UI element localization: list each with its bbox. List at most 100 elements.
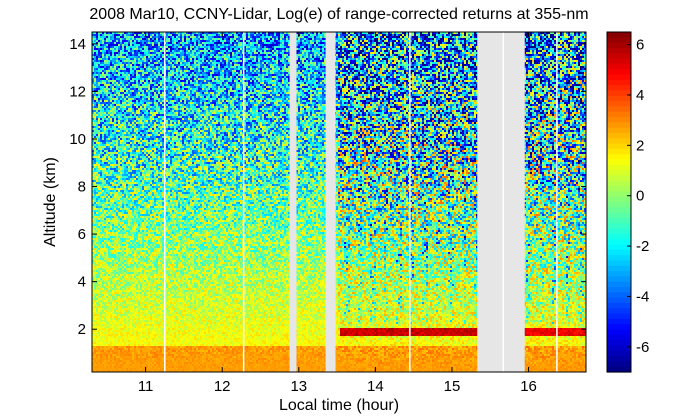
colorbar-segment — [607, 207, 631, 214]
colorbar-segment — [607, 260, 631, 267]
colorbar: 6 4 2 0 -2 -4 -6 — [606, 31, 649, 373]
colorbar-segment — [607, 308, 631, 315]
colorbar-segment — [607, 143, 631, 150]
colorbar-segment — [607, 212, 631, 219]
colorbar-tick-label: -4 — [636, 288, 649, 305]
y-tick-label: 4 — [78, 274, 86, 291]
colorbar-segment — [607, 122, 631, 129]
colorbar-segment — [607, 106, 631, 113]
x-axis-ticks: 11 12 13 14 15 16 — [138, 32, 537, 395]
colorbar-segment — [607, 239, 631, 246]
colorbar-segment — [607, 170, 631, 177]
x-tick-label: 16 — [520, 378, 537, 395]
colorbar-segment — [607, 223, 631, 230]
plot-area: 11 12 13 14 15 16 2 4 6 8 10 12 14 — [69, 31, 587, 395]
colorbar-segment — [607, 297, 631, 304]
colorbar-segment — [607, 175, 631, 182]
colorbar-segment — [607, 79, 631, 86]
colorbar-segment — [607, 58, 631, 65]
y-tick-label: 8 — [78, 179, 86, 196]
x-tick-label: 11 — [138, 378, 154, 395]
colorbar-segment — [607, 37, 631, 44]
data-gap — [325, 32, 336, 372]
x-tick-label: 15 — [444, 378, 461, 395]
colorbar-segment — [607, 154, 631, 161]
colorbar-segment — [607, 366, 631, 373]
x-axis-label: Local time (hour) — [279, 397, 399, 414]
colorbar-segment — [607, 249, 631, 256]
colorbar-segment — [607, 202, 631, 208]
y-tick-label: 2 — [78, 321, 86, 338]
colorbar-tick-label: 4 — [636, 87, 644, 104]
colorbar-segment — [607, 74, 631, 81]
y-tick-label: 14 — [69, 36, 86, 53]
colorbar-segment — [607, 302, 631, 309]
colorbar-tick-label: -2 — [636, 238, 649, 255]
plot-frame — [91, 31, 587, 373]
colorbar-segment — [607, 244, 631, 251]
colorbar-segment — [607, 334, 631, 341]
colorbar-segment — [607, 186, 631, 192]
colorbar-segment — [607, 159, 631, 166]
colorbar-segment — [607, 95, 631, 102]
colorbar-segment — [607, 345, 631, 352]
colorbar-segment — [607, 324, 631, 331]
colorbar-segment — [607, 127, 631, 134]
colorbar-segment — [607, 329, 631, 336]
colorbar-segment — [607, 111, 631, 118]
colorbar-tick-label: 2 — [636, 137, 644, 154]
y-axis-label: Altitude (km) — [42, 157, 59, 247]
y-tick-label: 10 — [69, 131, 86, 148]
colorbar-segment — [607, 265, 631, 272]
colorbar-segment — [607, 191, 631, 198]
colorbar-segment — [607, 271, 631, 277]
colorbar-segment — [607, 53, 631, 60]
colorbar-segment — [607, 32, 631, 38]
chart-title: 2008 Mar10, CCNY-Lidar, Log(e) of range-… — [89, 6, 588, 23]
colorbar-segment — [607, 276, 631, 283]
colorbar-segment — [607, 101, 631, 107]
colorbar-segment — [607, 42, 631, 49]
data-gaps — [289, 32, 525, 372]
colorbar-ticks: 6 4 2 0 -2 -4 -6 — [627, 37, 649, 356]
colorbar-tick-label: -6 — [636, 339, 649, 356]
colorbar-gradient — [607, 32, 631, 373]
colorbar-frame — [606, 31, 632, 373]
data-gap — [289, 32, 297, 372]
colorbar-tick-label: 0 — [636, 188, 644, 205]
colorbar-segment — [607, 138, 631, 145]
colorbar-segment — [607, 356, 631, 362]
colorbar-segment — [607, 85, 631, 92]
x-tick-label: 12 — [214, 378, 231, 395]
colorbar-segment — [607, 69, 631, 76]
colorbar-segment — [607, 63, 631, 70]
colorbar-segment — [607, 90, 631, 97]
colorbar-segment — [607, 47, 631, 54]
colorbar-segment — [607, 217, 631, 224]
colorbar-segment — [607, 132, 631, 139]
data-gap — [477, 32, 525, 372]
colorbar-tick-label: 6 — [636, 37, 644, 54]
colorbar-segment — [607, 196, 631, 203]
x-tick-label: 13 — [290, 378, 307, 395]
colorbar-segment — [607, 292, 631, 299]
x-tick-label: 14 — [367, 378, 384, 395]
y-tick-label: 12 — [69, 83, 86, 100]
colorbar-segment — [607, 255, 631, 262]
colorbar-segment — [607, 361, 631, 368]
colorbar-segment — [607, 164, 631, 171]
colorbar-segment — [607, 233, 631, 240]
vertical-lines — [164, 32, 558, 372]
colorbar-segment — [607, 318, 631, 325]
colorbar-segment — [607, 350, 631, 357]
y-tick-label: 6 — [78, 226, 86, 243]
colorbar-segment — [607, 228, 631, 235]
colorbar-segment — [607, 281, 631, 288]
colorbar-segment — [607, 117, 631, 123]
colorbar-segment — [607, 313, 631, 320]
colorbar-segment — [607, 148, 631, 155]
colorbar-segment — [607, 287, 631, 293]
colorbar-segment — [607, 340, 631, 347]
colorbar-segment — [607, 180, 631, 187]
